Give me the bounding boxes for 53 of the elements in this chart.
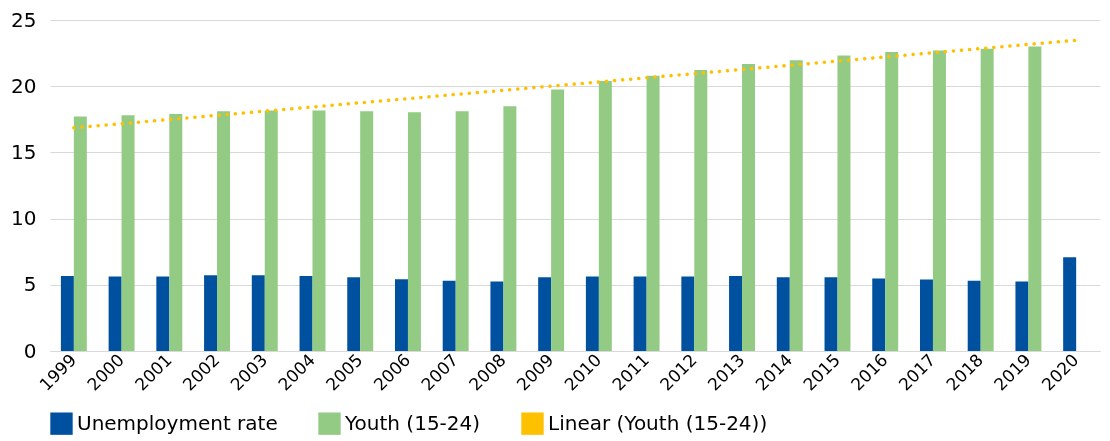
bar xyxy=(264,110,278,351)
bar xyxy=(633,276,647,351)
bar xyxy=(646,75,660,351)
bar xyxy=(1063,257,1077,351)
bar xyxy=(169,114,183,351)
bar xyxy=(538,277,552,351)
bar xyxy=(455,111,469,351)
bar xyxy=(1015,281,1029,351)
bar xyxy=(932,50,946,351)
bar xyxy=(442,280,456,351)
y-tick-label: 5 xyxy=(23,272,37,297)
y-tick-label: 10 xyxy=(11,206,37,231)
bar xyxy=(742,64,756,351)
bar xyxy=(694,69,708,351)
bar xyxy=(824,277,838,351)
bar xyxy=(729,276,743,351)
bar xyxy=(73,116,87,351)
y-tick-label: 0 xyxy=(23,338,37,363)
y-tick-label: 20 xyxy=(11,73,37,98)
bar xyxy=(121,115,135,351)
bar xyxy=(312,110,326,351)
bar xyxy=(60,276,74,351)
legend-label: Youth (15-24) xyxy=(344,410,481,435)
bar xyxy=(837,55,851,351)
bar xyxy=(217,111,231,351)
y-tick-label: 25 xyxy=(11,7,37,32)
bar xyxy=(204,275,218,351)
bar xyxy=(598,80,612,351)
bar xyxy=(885,52,899,351)
bar xyxy=(251,275,265,351)
bar xyxy=(490,281,504,351)
bar xyxy=(299,276,313,351)
bar xyxy=(407,112,421,351)
bar xyxy=(776,277,790,351)
bar xyxy=(551,89,565,351)
bar xyxy=(681,276,695,351)
bar xyxy=(789,60,803,351)
bar xyxy=(156,276,170,351)
bar xyxy=(503,106,517,351)
bar xyxy=(585,276,599,351)
bar xyxy=(967,280,981,351)
bar xyxy=(360,111,374,351)
bar xyxy=(394,279,408,351)
bar xyxy=(919,279,933,351)
y-tick-label: 15 xyxy=(11,139,37,164)
bar xyxy=(1028,46,1042,351)
line-series xyxy=(72,38,1078,130)
legend-label: Linear (Youth (15-24)) xyxy=(548,410,768,435)
bar xyxy=(347,277,361,351)
bar xyxy=(108,276,122,351)
bar xyxy=(872,278,886,351)
bar xyxy=(980,48,994,351)
legend-label: Unemployment rate xyxy=(77,410,278,435)
